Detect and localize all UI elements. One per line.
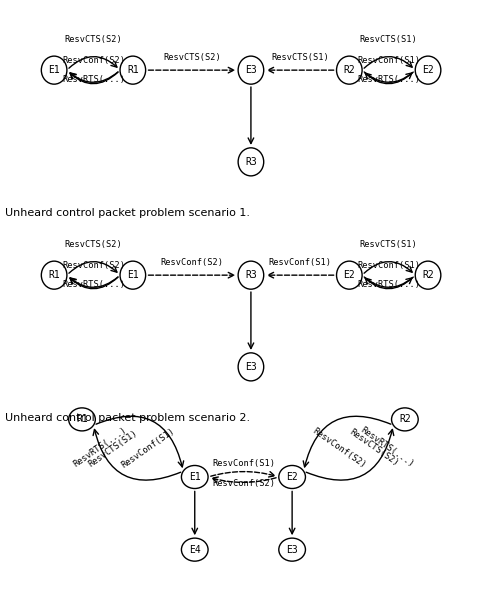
Text: E1: E1 bbox=[127, 270, 139, 280]
Text: ResvRTS(...): ResvRTS(...) bbox=[62, 280, 125, 289]
Circle shape bbox=[41, 56, 67, 84]
Circle shape bbox=[120, 261, 146, 289]
Text: ResvRTS(...): ResvRTS(...) bbox=[71, 425, 128, 469]
Text: ResvCTS(S1): ResvCTS(S1) bbox=[360, 35, 418, 44]
Text: R2: R2 bbox=[399, 414, 411, 425]
Text: ResvConf(S2): ResvConf(S2) bbox=[62, 56, 125, 65]
Text: ResvConf(S1): ResvConf(S1) bbox=[357, 261, 420, 270]
Text: ResvConf(S1): ResvConf(S1) bbox=[212, 459, 275, 468]
Text: E4: E4 bbox=[189, 545, 201, 555]
Text: ResvCTS(S1): ResvCTS(S1) bbox=[271, 52, 329, 62]
Text: ResvConf(S1): ResvConf(S1) bbox=[269, 257, 332, 267]
Text: E2: E2 bbox=[422, 65, 434, 75]
Circle shape bbox=[279, 538, 306, 561]
Text: ResvRTS(...): ResvRTS(...) bbox=[357, 280, 420, 289]
Circle shape bbox=[392, 408, 418, 431]
Text: ResvRTS(...): ResvRTS(...) bbox=[359, 425, 415, 469]
Text: ResvCTS(S2): ResvCTS(S2) bbox=[64, 240, 123, 249]
Text: R3: R3 bbox=[245, 270, 257, 280]
Circle shape bbox=[238, 148, 264, 176]
Circle shape bbox=[41, 261, 67, 289]
Circle shape bbox=[69, 408, 95, 431]
Text: E1: E1 bbox=[48, 65, 60, 75]
Text: ResvRTS(...): ResvRTS(...) bbox=[62, 75, 125, 84]
Text: R1: R1 bbox=[76, 414, 88, 425]
Text: R2: R2 bbox=[343, 65, 355, 75]
Text: E2: E2 bbox=[286, 472, 298, 482]
Text: ResvConf(S2): ResvConf(S2) bbox=[62, 261, 125, 270]
Circle shape bbox=[337, 261, 362, 289]
Text: ResvConf(S2): ResvConf(S2) bbox=[212, 479, 275, 488]
Circle shape bbox=[120, 56, 146, 84]
Circle shape bbox=[238, 261, 264, 289]
Text: ResvRTS(...): ResvRTS(...) bbox=[357, 75, 420, 84]
Text: R2: R2 bbox=[422, 270, 434, 280]
Text: R1: R1 bbox=[48, 270, 60, 280]
Text: ResvConf(S1): ResvConf(S1) bbox=[120, 426, 177, 470]
Text: ResvCTS(S2): ResvCTS(S2) bbox=[64, 35, 123, 44]
Text: E3: E3 bbox=[286, 545, 298, 555]
Text: R1: R1 bbox=[127, 65, 139, 75]
Text: E1: E1 bbox=[189, 472, 201, 482]
Text: ResvCTS(S2): ResvCTS(S2) bbox=[348, 428, 400, 469]
Text: ResvConf(S2): ResvConf(S2) bbox=[310, 426, 367, 470]
Circle shape bbox=[238, 353, 264, 381]
Text: Unheard control packet problem scenario 1.: Unheard control packet problem scenario … bbox=[5, 208, 250, 218]
Text: ResvCTS(S1): ResvCTS(S1) bbox=[87, 428, 139, 469]
Circle shape bbox=[182, 466, 208, 488]
Text: ResvCTS(S2): ResvCTS(S2) bbox=[163, 52, 221, 62]
Text: ResvCTS(S1): ResvCTS(S1) bbox=[360, 240, 418, 249]
Text: Unheard control packet problem scenario 2.: Unheard control packet problem scenario … bbox=[5, 413, 250, 423]
Circle shape bbox=[182, 538, 208, 561]
Text: E2: E2 bbox=[343, 270, 355, 280]
Circle shape bbox=[415, 261, 441, 289]
Circle shape bbox=[337, 56, 362, 84]
Text: E3: E3 bbox=[245, 362, 257, 372]
Text: ResvConf(S2): ResvConf(S2) bbox=[160, 257, 223, 267]
Text: E3: E3 bbox=[245, 65, 257, 75]
Circle shape bbox=[415, 56, 441, 84]
Text: ResvConf(S1): ResvConf(S1) bbox=[357, 56, 420, 65]
Text: R3: R3 bbox=[245, 157, 257, 167]
Circle shape bbox=[279, 466, 306, 488]
Circle shape bbox=[238, 56, 264, 84]
